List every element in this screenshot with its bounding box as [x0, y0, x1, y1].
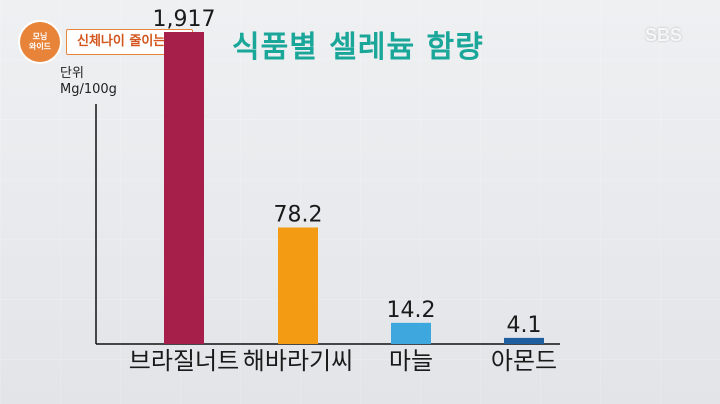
- badge-line2: 와이드: [28, 42, 52, 51]
- value-label-3: 14.2: [387, 298, 436, 323]
- bar-4: [504, 337, 544, 344]
- chart-title: 식품별 셀레늄 함량: [232, 30, 484, 65]
- unit-line2: Mg/100g: [60, 82, 117, 97]
- bar-2: [278, 227, 318, 344]
- bar-1: [164, 32, 204, 344]
- value-label-2: 78.2: [274, 202, 323, 227]
- broadcaster-logo: SBS: [644, 25, 682, 45]
- category-label-3: 마늘: [389, 347, 433, 375]
- badge-line1: 모닝: [32, 32, 48, 41]
- category-label-2: 해바라기씨: [243, 347, 353, 375]
- unit-line1: 단위: [60, 66, 84, 81]
- bar-3: [391, 322, 431, 344]
- unit-label: 단위 Mg/100g: [60, 66, 117, 98]
- category-label-1: 브라질너트: [129, 347, 239, 375]
- category-label-4: 아몬드: [491, 347, 557, 375]
- value-label-4: 4.1: [507, 313, 542, 338]
- program-badge: 모닝 와이드: [20, 22, 60, 62]
- value-label-1: 1,917: [153, 7, 216, 32]
